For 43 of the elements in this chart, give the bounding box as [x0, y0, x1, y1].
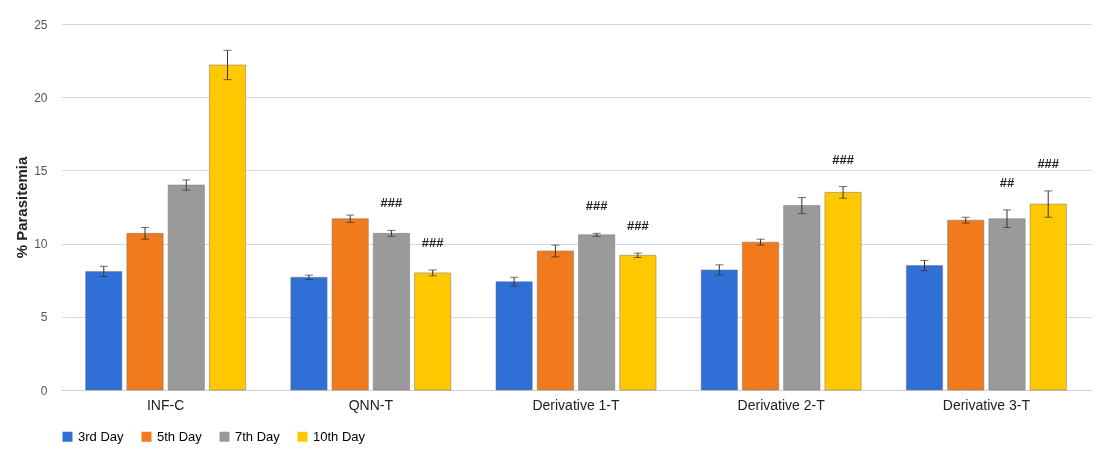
bar [578, 234, 616, 391]
bar [331, 218, 369, 391]
bar [414, 272, 452, 391]
x-tick-label: QNN-T [348, 396, 394, 413]
annotation: ### [832, 151, 855, 167]
bar [1029, 203, 1067, 391]
y-tick-label: 25 [34, 17, 48, 32]
y-tick-label: 5 [40, 310, 48, 325]
y-tick-label: 0 [40, 383, 48, 398]
bar [373, 233, 410, 391]
bar [783, 205, 821, 391]
bar [947, 219, 985, 391]
bar [85, 271, 123, 391]
bar [700, 269, 738, 391]
bar [126, 233, 164, 391]
legend-label: 10th Day [313, 428, 366, 444]
bar [824, 192, 862, 391]
annotation: ## [999, 174, 1015, 190]
annotation: ### [1037, 155, 1060, 171]
legend-label: 7th Day [235, 428, 281, 444]
annotation: ### [585, 198, 609, 214]
annotation: ### [421, 234, 445, 250]
y-tick-label: 20 [34, 90, 48, 105]
legend-label: 3rd Day [78, 428, 125, 444]
bar [619, 255, 657, 391]
bar [495, 281, 533, 391]
x-tick-label: Derivative 1-T [532, 396, 621, 413]
bar [906, 265, 943, 391]
y-axis-title: % Parasitemia [13, 155, 31, 259]
bar [209, 64, 246, 391]
bar [536, 250, 574, 391]
x-tick-label: INF-C [146, 396, 185, 413]
bar [167, 184, 205, 391]
annotation: ### [380, 195, 404, 211]
x-tick-label: Derivative 2-T [737, 396, 826, 413]
bar [290, 277, 328, 391]
bar [742, 241, 779, 391]
y-tick-label: 15 [34, 163, 48, 178]
bar [988, 218, 1026, 391]
x-tick-label: Derivative 3-T [942, 396, 1031, 413]
legend-label: 5th Day [157, 428, 203, 444]
y-tick-label: 10 [34, 237, 48, 252]
annotation: ### [627, 218, 650, 234]
